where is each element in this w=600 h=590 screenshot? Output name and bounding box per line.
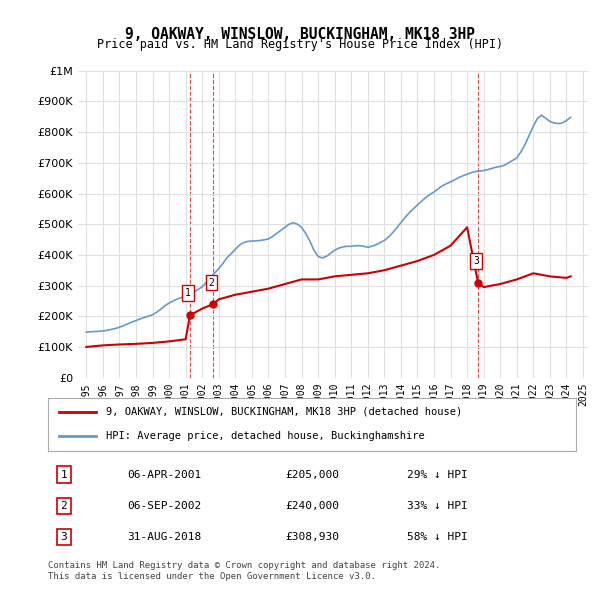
Text: 1: 1: [61, 470, 67, 480]
Text: 31-AUG-2018: 31-AUG-2018: [127, 532, 202, 542]
Text: 2: 2: [61, 501, 67, 511]
Text: 3: 3: [473, 257, 479, 267]
Text: 06-SEP-2002: 06-SEP-2002: [127, 501, 202, 511]
Text: Price paid vs. HM Land Registry's House Price Index (HPI): Price paid vs. HM Land Registry's House …: [97, 38, 503, 51]
Text: Contains HM Land Registry data © Crown copyright and database right 2024.: Contains HM Land Registry data © Crown c…: [48, 560, 440, 569]
Text: 06-APR-2001: 06-APR-2001: [127, 470, 202, 480]
Text: £205,000: £205,000: [286, 470, 340, 480]
Text: £240,000: £240,000: [286, 501, 340, 511]
Text: £308,930: £308,930: [286, 532, 340, 542]
Text: 1: 1: [185, 289, 191, 299]
Text: HPI: Average price, detached house, Buckinghamshire: HPI: Average price, detached house, Buck…: [106, 431, 425, 441]
Text: 58% ↓ HPI: 58% ↓ HPI: [407, 532, 468, 542]
Text: 33% ↓ HPI: 33% ↓ HPI: [407, 501, 468, 511]
Text: 29% ↓ HPI: 29% ↓ HPI: [407, 470, 468, 480]
Text: 9, OAKWAY, WINSLOW, BUCKINGHAM, MK18 3HP (detached house): 9, OAKWAY, WINSLOW, BUCKINGHAM, MK18 3HP…: [106, 407, 463, 417]
Text: 2: 2: [208, 277, 214, 287]
Text: 9, OAKWAY, WINSLOW, BUCKINGHAM, MK18 3HP: 9, OAKWAY, WINSLOW, BUCKINGHAM, MK18 3HP: [125, 27, 475, 41]
Text: 3: 3: [61, 532, 67, 542]
Text: This data is licensed under the Open Government Licence v3.0.: This data is licensed under the Open Gov…: [48, 572, 376, 581]
